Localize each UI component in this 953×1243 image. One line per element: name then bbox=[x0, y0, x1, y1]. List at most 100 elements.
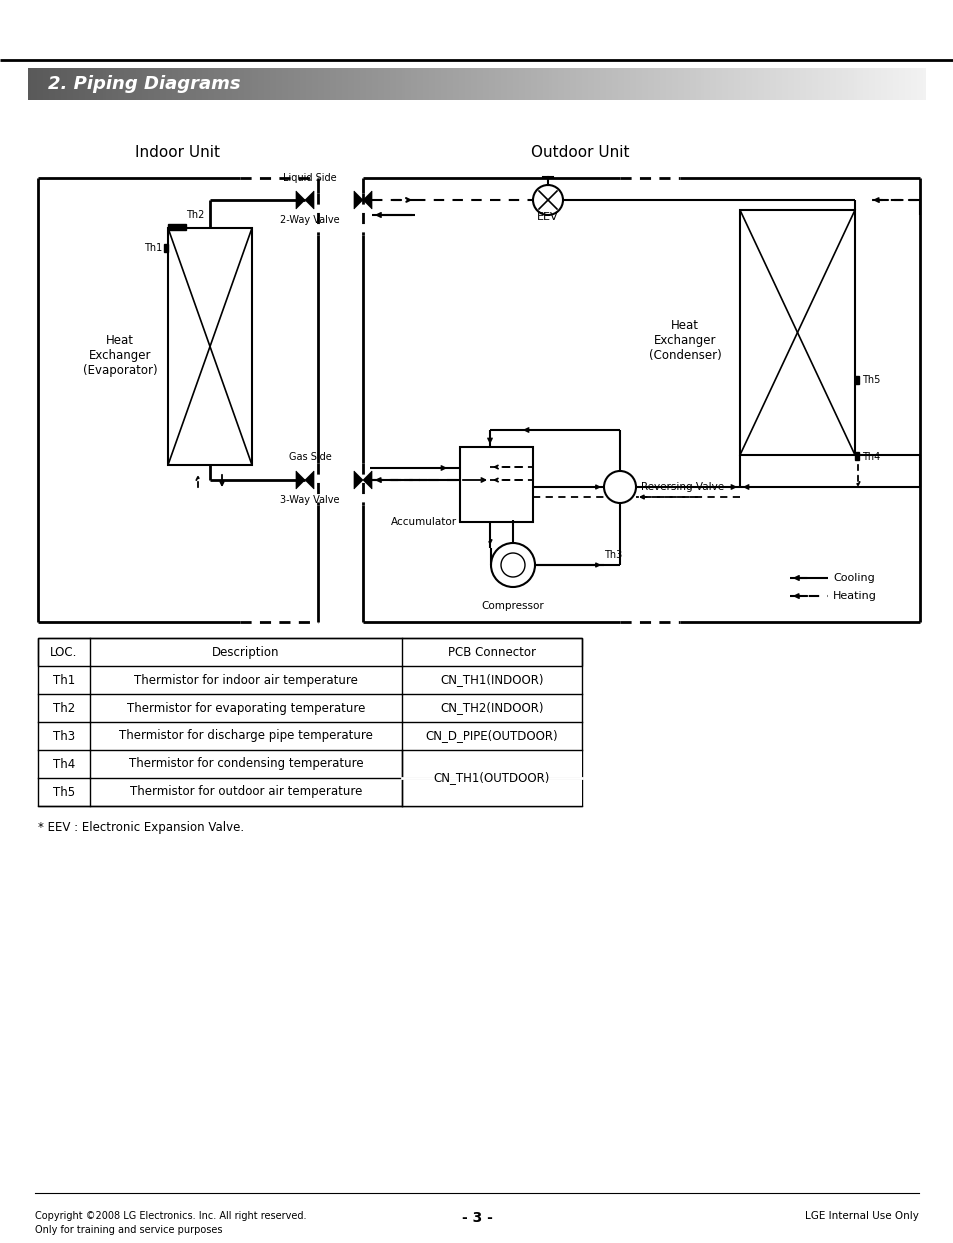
Bar bbox=[97, 68, 100, 99]
Bar bbox=[871, 68, 874, 99]
Bar bbox=[874, 68, 877, 99]
Bar bbox=[208, 68, 211, 99]
Bar bbox=[55, 68, 58, 99]
Bar bbox=[506, 68, 510, 99]
Bar bbox=[476, 68, 479, 99]
Bar bbox=[590, 68, 593, 99]
Bar bbox=[794, 68, 797, 99]
Bar bbox=[85, 68, 88, 99]
Bar bbox=[408, 68, 411, 99]
Bar bbox=[677, 68, 679, 99]
Bar bbox=[916, 68, 919, 99]
Bar bbox=[605, 68, 608, 99]
Bar bbox=[112, 68, 114, 99]
Bar bbox=[510, 68, 513, 99]
Bar bbox=[419, 68, 423, 99]
Bar bbox=[608, 68, 611, 99]
Bar bbox=[910, 68, 913, 99]
Bar bbox=[195, 68, 198, 99]
Bar bbox=[551, 68, 555, 99]
Bar bbox=[40, 68, 43, 99]
Bar bbox=[724, 68, 728, 99]
Bar bbox=[614, 68, 617, 99]
Bar bbox=[802, 68, 805, 99]
Bar bbox=[372, 68, 375, 99]
Bar bbox=[93, 68, 97, 99]
Bar bbox=[169, 68, 172, 99]
Bar bbox=[429, 68, 432, 99]
Bar bbox=[135, 68, 138, 99]
Bar bbox=[602, 68, 605, 99]
Bar bbox=[779, 68, 781, 99]
Bar bbox=[100, 68, 103, 99]
Bar bbox=[513, 68, 516, 99]
Text: Thermistor for outdoor air temperature: Thermistor for outdoor air temperature bbox=[130, 786, 362, 798]
Bar bbox=[282, 68, 285, 99]
Bar bbox=[288, 68, 291, 99]
Text: Th1: Th1 bbox=[144, 242, 162, 254]
Bar bbox=[291, 68, 294, 99]
Bar bbox=[555, 68, 558, 99]
Bar bbox=[363, 68, 366, 99]
Bar bbox=[569, 68, 572, 99]
Bar bbox=[250, 68, 253, 99]
Bar bbox=[593, 68, 597, 99]
Text: Th4: Th4 bbox=[52, 757, 75, 771]
Bar bbox=[530, 68, 534, 99]
Text: Th5: Th5 bbox=[52, 786, 75, 798]
Text: Th3: Th3 bbox=[603, 549, 621, 561]
Bar bbox=[61, 68, 64, 99]
Bar bbox=[617, 68, 620, 99]
Bar bbox=[808, 68, 811, 99]
Bar bbox=[641, 68, 644, 99]
Bar bbox=[416, 68, 419, 99]
Bar bbox=[482, 68, 485, 99]
Bar bbox=[745, 68, 749, 99]
Bar bbox=[456, 68, 458, 99]
Bar bbox=[458, 68, 461, 99]
Bar bbox=[632, 68, 635, 99]
Bar bbox=[303, 68, 306, 99]
Text: Th3: Th3 bbox=[52, 730, 75, 742]
Bar bbox=[620, 68, 623, 99]
Bar bbox=[839, 68, 841, 99]
Bar bbox=[168, 224, 186, 230]
Bar bbox=[474, 68, 476, 99]
Bar bbox=[815, 68, 818, 99]
Bar bbox=[153, 68, 156, 99]
Bar bbox=[440, 68, 443, 99]
Bar bbox=[695, 68, 698, 99]
Bar bbox=[58, 68, 61, 99]
Text: Copyright ©2008 LG Electronics. Inc. All right reserved.
Only for training and s: Copyright ©2008 LG Electronics. Inc. All… bbox=[35, 1211, 306, 1236]
Bar bbox=[309, 68, 312, 99]
Bar bbox=[156, 68, 159, 99]
Bar bbox=[524, 68, 527, 99]
Text: EEV: EEV bbox=[537, 213, 558, 222]
Text: Accumulator: Accumulator bbox=[391, 517, 456, 527]
Bar bbox=[187, 68, 190, 99]
Text: - 3 -: - 3 - bbox=[461, 1211, 492, 1226]
Bar bbox=[766, 68, 769, 99]
Text: 3-Way Valve: 3-Way Valve bbox=[280, 495, 339, 505]
Bar bbox=[453, 68, 456, 99]
Text: Liquid Side: Liquid Side bbox=[283, 173, 336, 183]
Bar bbox=[844, 68, 847, 99]
Bar bbox=[198, 68, 201, 99]
Text: Thermistor for evaporating temperature: Thermistor for evaporating temperature bbox=[127, 701, 365, 715]
Bar bbox=[710, 68, 713, 99]
Bar bbox=[784, 68, 787, 99]
Bar bbox=[707, 68, 710, 99]
Text: Th2: Th2 bbox=[52, 701, 75, 715]
Bar bbox=[369, 68, 372, 99]
Bar bbox=[411, 68, 414, 99]
Bar bbox=[904, 68, 907, 99]
Bar bbox=[348, 68, 351, 99]
Bar bbox=[763, 68, 766, 99]
Bar bbox=[393, 68, 395, 99]
Bar bbox=[117, 68, 121, 99]
Bar bbox=[435, 68, 437, 99]
Bar bbox=[67, 68, 70, 99]
Bar bbox=[132, 68, 135, 99]
Bar bbox=[749, 68, 752, 99]
Bar bbox=[88, 68, 91, 99]
